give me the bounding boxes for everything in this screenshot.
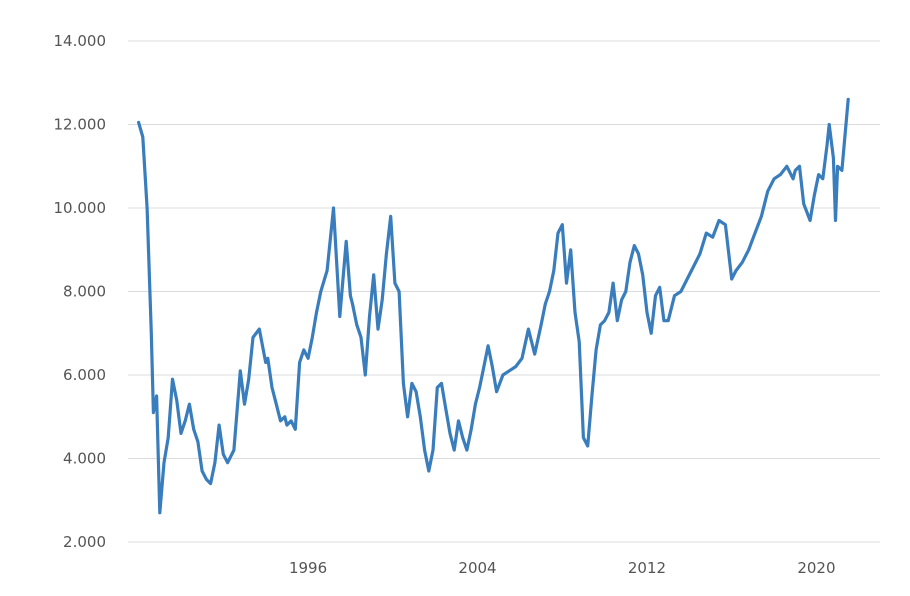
y-tick-label: 14.000: [54, 32, 107, 50]
y-axis-tick-labels: 2.000 4.000 6.000 8.000 10.000 12.000 14.000: [54, 32, 107, 551]
x-tick-label: 2012: [628, 559, 666, 577]
y-tick-label: 4.000: [63, 450, 106, 468]
series-group: [137, 97, 850, 515]
y-tick-label: 6.000: [63, 366, 106, 384]
x-tick-label: 1996: [289, 559, 327, 577]
x-tick-label: 2020: [797, 559, 835, 577]
y-tick-label: 2.000: [63, 533, 106, 551]
y-tick-label: 10.000: [54, 199, 107, 217]
y-tick-label: 12.000: [54, 116, 107, 134]
gridlines: [128, 40, 880, 543]
x-axis-tick-labels: 1996 2004 2012 2020: [289, 559, 836, 577]
x-tick-label: 2004: [458, 559, 496, 577]
y-tick-label: 8.000: [63, 283, 106, 301]
series-line-0: [137, 97, 850, 515]
